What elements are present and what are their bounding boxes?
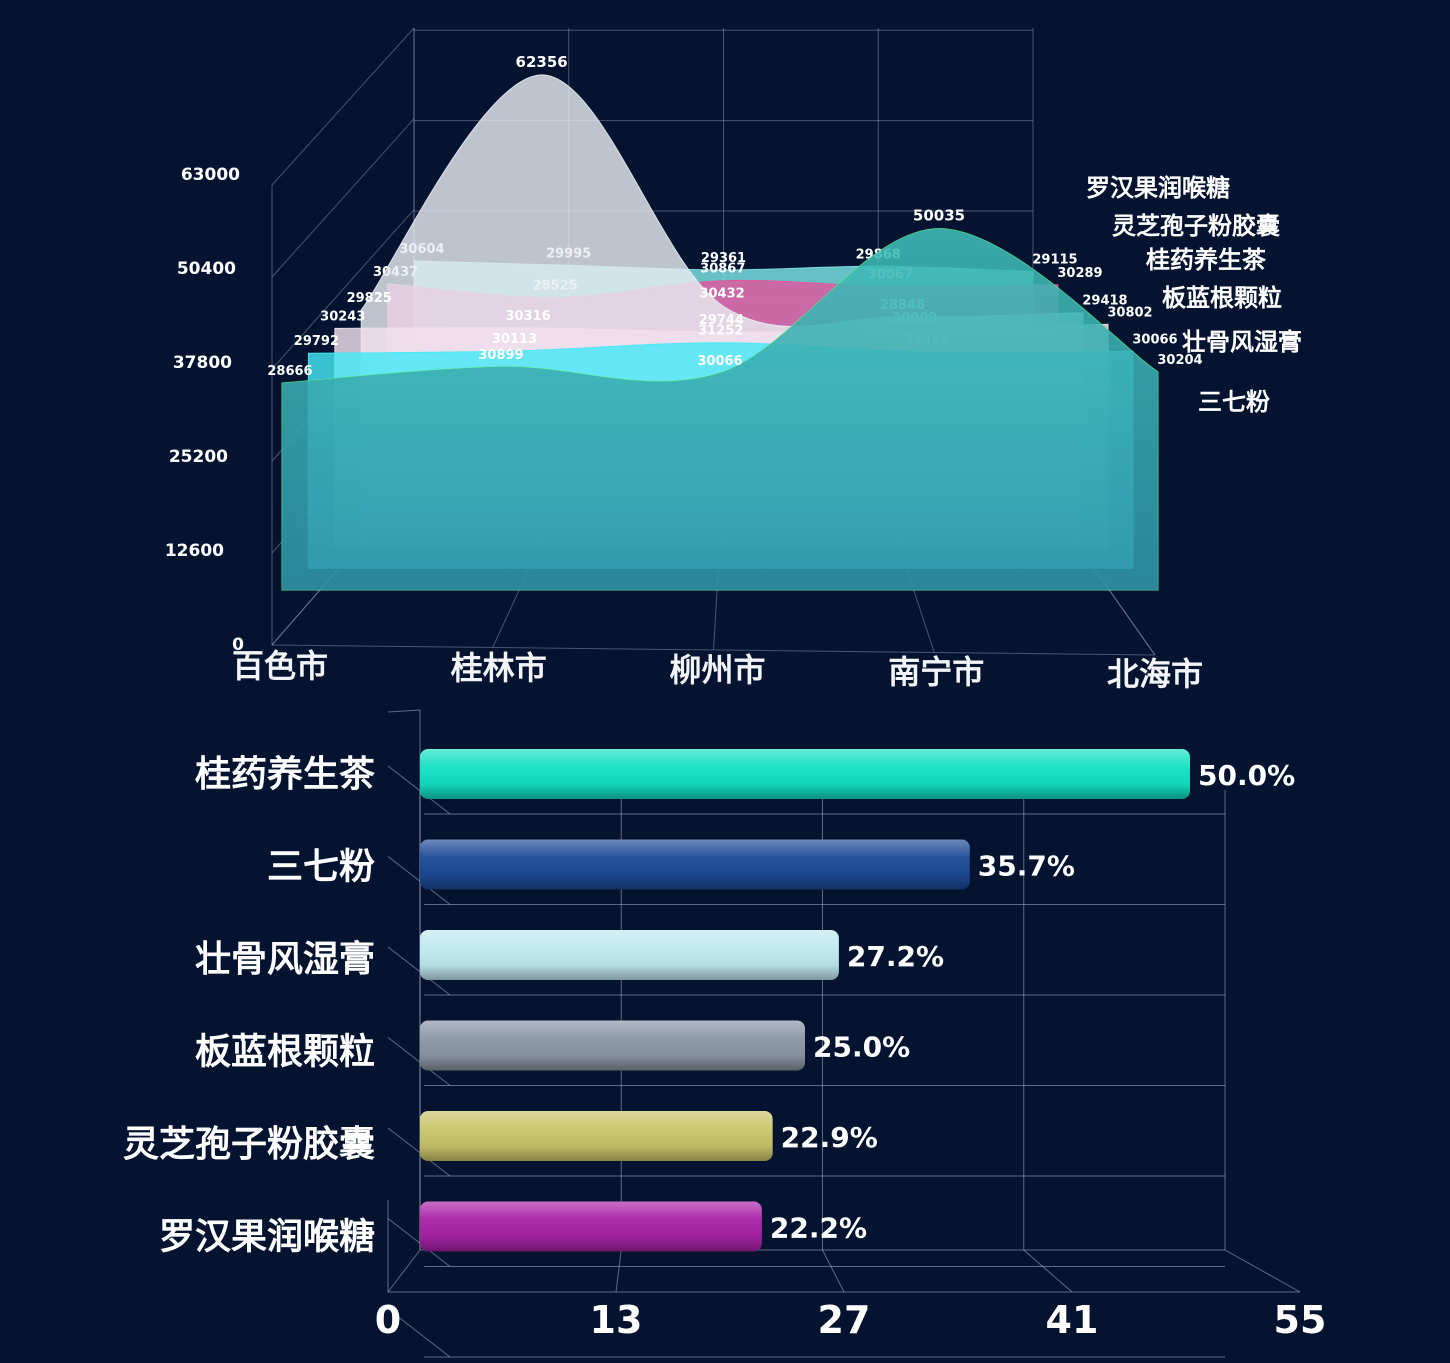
y-tick-label: 壮骨风湿膏 [195, 939, 375, 980]
y-tick-label: 63000 [181, 165, 240, 185]
legend-item: 板蓝根颗粒 [1162, 284, 1282, 312]
data-label: 35.7% [978, 850, 1075, 883]
x-tick-label: 0 [375, 1298, 401, 1342]
bar-group [420, 1111, 773, 1161]
x-tick-label: 27 [818, 1298, 871, 1342]
x-tick-label: 南宁市 [888, 653, 984, 691]
y-tick-label: 罗汉果润喉糖 [159, 1217, 375, 1258]
data-label: 25.0% [813, 1031, 910, 1064]
x-tick-label: 55 [1274, 1298, 1327, 1342]
data-label: 30289 [1057, 266, 1102, 281]
data-label: 29792 [294, 334, 339, 349]
data-label: 29115 [1032, 253, 1077, 268]
x-tick-label: 13 [590, 1298, 643, 1342]
data-label: 29744 [699, 313, 744, 328]
y-tick-label: 三七粉 [267, 847, 375, 888]
bar-shading [420, 1020, 805, 1071]
y-tick-label: 25200 [169, 447, 228, 467]
data-label: 27.2% [847, 940, 944, 973]
legend-item: 三七粉 [1198, 388, 1270, 416]
bar-shading [420, 749, 1190, 799]
y-tick-label: 桂药养生茶 [195, 753, 376, 795]
data-label: 50.0% [1198, 759, 1295, 792]
x-tick-label: 柳州市 [669, 651, 765, 689]
data-label: 30066 [1132, 332, 1177, 347]
bar-group [420, 1020, 805, 1071]
x-tick-label: 北海市 [1107, 655, 1203, 693]
data-label: 30204 [1157, 353, 1202, 368]
series-layer: 28666 30899 30066 50035 30204 [267, 207, 1203, 591]
legend-item: 灵芝孢子粉胶囊 [1112, 212, 1280, 240]
data-label: 30243 [320, 309, 365, 324]
x-tick-label: 桂林市 [451, 649, 547, 687]
area-chart-3d: 0 12600 25200 37800 50400 63000 百色市 桂林市 柳州市 南宁市 北海… [165, 27, 1302, 693]
data-label: 29361 [701, 251, 746, 266]
data-label: 30802 [1107, 305, 1152, 320]
bar-shading [420, 1201, 762, 1252]
area-front-face [282, 228, 1158, 590]
legend-item: 桂药养生茶 [1146, 246, 1267, 274]
data-label: 31252 [698, 324, 743, 339]
y-tick-label: 37800 [173, 353, 232, 373]
data-label: 30066 [697, 354, 742, 369]
bar-group [420, 749, 1190, 799]
bar-shading [420, 930, 839, 980]
data-label: 29418 [1082, 294, 1127, 309]
bar-group [420, 930, 839, 980]
legend-item: 壮骨风湿膏 [1182, 328, 1302, 356]
x-tick-label: 41 [1046, 1298, 1099, 1342]
bar-shading [420, 839, 970, 890]
y-tick-label: 灵芝孢子粉胶囊 [123, 1124, 375, 1165]
data-label: 30432 [699, 286, 744, 301]
data-label: 30316 [505, 309, 550, 324]
bar-shading [420, 1111, 773, 1161]
data-label: 22.2% [770, 1212, 867, 1245]
data-label: 30899 [478, 348, 523, 363]
y-tick-label: 0 [232, 635, 244, 655]
data-label: 30867 [700, 262, 745, 277]
bar-group [420, 1201, 762, 1252]
data-label: 29825 [347, 291, 392, 306]
data-label: 28666 [267, 364, 312, 379]
y-tick-label: 50400 [177, 259, 236, 279]
y-tick-label: 12600 [165, 541, 224, 561]
data-label: 62356 [516, 53, 568, 71]
bar-chart-3d: 0 13 27 41 55 50.0% 桂药养生茶 35.7% 三七粉 27.2% 壮骨风湿膏 25.… [123, 709, 1327, 1358]
legend-item: 罗汉果润喉糖 [1086, 174, 1230, 202]
data-label: 50035 [913, 207, 965, 225]
x-tick-label: 百色市 [232, 647, 328, 685]
y-tick-label: 板蓝根颗粒 [195, 1032, 375, 1073]
data-label: 22.9% [781, 1121, 878, 1154]
data-label: 30113 [492, 332, 537, 347]
bar-group [420, 839, 970, 890]
